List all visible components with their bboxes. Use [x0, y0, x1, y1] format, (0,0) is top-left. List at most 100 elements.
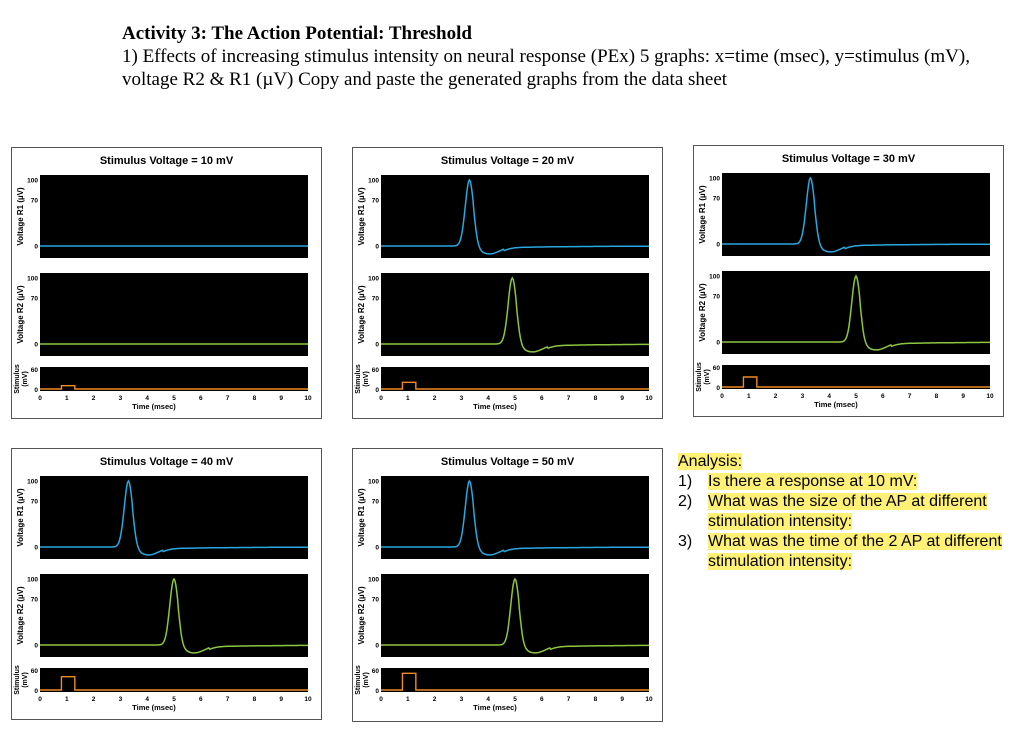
graph-panel-2: Stimulus Voltage = 20 mV Voltage R1 (µV) V…	[352, 147, 663, 419]
r2-trace	[722, 274, 990, 351]
y-tick-label: 70	[713, 195, 721, 202]
x-tick-label: 9	[279, 395, 283, 402]
y-tick-label: 70	[713, 293, 721, 300]
stimulus-trace	[40, 675, 308, 691]
r1-plot-area	[381, 476, 649, 559]
r2-plot-area	[40, 574, 308, 657]
y-tick-label: 100	[27, 276, 38, 283]
analysis-item-text: What was the size of the AP at different…	[708, 493, 987, 530]
stimulus-axis-unit: (mV)	[363, 672, 370, 688]
x-tick-label: 2	[92, 696, 96, 703]
x-tick-label: 5	[513, 696, 517, 703]
y-tick-label: 70	[372, 295, 380, 302]
x-tick-label: 8	[594, 696, 598, 703]
x-tick-label: 9	[961, 393, 965, 400]
y-tick-label: 100	[709, 176, 720, 183]
x-tick-label: 5	[172, 395, 176, 402]
graph-panel-5: Stimulus Voltage = 50 mV Voltage R1 (µV) V…	[352, 448, 663, 722]
r1-plot-area	[40, 476, 308, 559]
r1-trace	[722, 176, 990, 253]
x-tick-label: 3	[119, 395, 123, 402]
x-tick-label: 1	[406, 696, 410, 703]
x-tick-label: 8	[594, 395, 598, 402]
x-tick-label: 6	[540, 696, 544, 703]
stimulus-trace	[381, 672, 649, 691]
x-tick-label: 3	[119, 696, 123, 703]
stimulus-axis-label: Stimulus	[355, 665, 362, 695]
r2-axis-label: Voltage R2 (µV)	[357, 285, 366, 344]
stimulus-axis-label: Stimulus	[696, 362, 703, 392]
x-tick-label: 2	[433, 395, 437, 402]
x-tick-label: 7	[226, 395, 230, 402]
x-tick-label: 4	[145, 696, 149, 703]
stimulus-axis-unit: (mV)	[22, 371, 29, 387]
graph-panel-4: Stimulus Voltage = 40 mV Voltage R1 (µV) V…	[11, 448, 322, 720]
x-tick-label: 1	[406, 395, 410, 402]
r1-plot-area	[40, 175, 308, 258]
stimulus-axis-label: Stimulus	[14, 665, 21, 695]
stimulus-axis-unit: (mV)	[704, 369, 711, 385]
x-axis-label: Time (msec)	[814, 400, 858, 409]
x-tick-label: 4	[827, 393, 831, 400]
y-tick-label: 0	[34, 643, 38, 650]
r1-trace	[40, 479, 308, 556]
x-tick-label: 1	[747, 393, 751, 400]
analysis-item: 3) What was the time of the 2 AP at diff…	[678, 532, 1024, 572]
y-tick-label: 70	[372, 596, 380, 603]
y-tick-label: 100	[27, 479, 38, 486]
y-tick-label: 0	[716, 242, 720, 249]
x-tick-label: 5	[172, 696, 176, 703]
r2-trace	[381, 577, 649, 654]
y-tick-label: 0	[34, 545, 38, 552]
stimulus-axis-label: Stimulus	[14, 364, 21, 394]
x-tick-label: 3	[460, 696, 464, 703]
x-tick-label: 6	[199, 696, 203, 703]
graph-svg: Stimulus Voltage = 40 mV Voltage R1 (µV) V…	[14, 456, 312, 712]
y-tick-label: 100	[27, 178, 38, 185]
activity-heading: Activity 3: The Action Potential: Thresh…	[122, 23, 472, 44]
y-tick-label: 0	[375, 342, 379, 349]
x-tick-label: 8	[253, 395, 257, 402]
analysis-item: 2) What was the size of the AP at differ…	[678, 492, 1024, 532]
stimulus-plot-area	[40, 367, 308, 391]
x-tick-label: 4	[486, 395, 490, 402]
stim-tick-label: 60	[31, 668, 39, 675]
y-tick-label: 70	[372, 197, 380, 204]
graph-title: Stimulus Voltage = 30 mV	[782, 153, 916, 165]
stim-tick-label: 60	[31, 367, 39, 374]
x-tick-label: 6	[199, 395, 203, 402]
x-tick-label: 7	[908, 393, 912, 400]
r1-axis-label: Voltage R1 (µV)	[698, 185, 707, 244]
x-tick-label: 10	[645, 696, 653, 703]
graph-title: Stimulus Voltage = 10 mV	[100, 155, 234, 167]
y-tick-label: 100	[27, 577, 38, 584]
r2-axis-label: Voltage R2 (µV)	[698, 283, 707, 342]
x-tick-label: 1	[65, 395, 69, 402]
x-tick-label: 0	[379, 395, 383, 402]
y-tick-label: 0	[375, 545, 379, 552]
stim-tick-label: 60	[713, 365, 721, 372]
stimulus-axis-label: Stimulus	[355, 364, 362, 394]
x-tick-label: 6	[881, 393, 885, 400]
stim-tick-label: 0	[716, 385, 720, 392]
stimulus-plot-area	[722, 365, 990, 389]
r1-plot-area	[381, 175, 649, 258]
r1-plot-area	[722, 173, 990, 256]
analysis-item-number: 3)	[678, 533, 693, 550]
y-tick-label: 0	[34, 342, 38, 349]
r1-axis-label: Voltage R1 (µV)	[16, 187, 25, 246]
graph-panel-1: Stimulus Voltage = 10 mV Voltage R1 (µV) V…	[11, 147, 322, 419]
graph-svg: Stimulus Voltage = 50 mV Voltage R1 (µV) V…	[355, 456, 653, 712]
y-tick-label: 0	[34, 244, 38, 251]
stimulus-axis-unit: (mV)	[22, 672, 29, 688]
x-tick-label: 8	[935, 393, 939, 400]
x-tick-label: 10	[304, 696, 312, 703]
stimulus-axis-unit: (mV)	[363, 371, 370, 387]
x-tick-label: 3	[460, 395, 464, 402]
y-tick-label: 70	[31, 197, 39, 204]
x-tick-label: 9	[620, 395, 624, 402]
r1-trace	[381, 479, 649, 556]
x-tick-label: 10	[645, 395, 653, 402]
stim-tick-label: 60	[372, 668, 380, 675]
graph-title: Stimulus Voltage = 40 mV	[100, 456, 234, 468]
